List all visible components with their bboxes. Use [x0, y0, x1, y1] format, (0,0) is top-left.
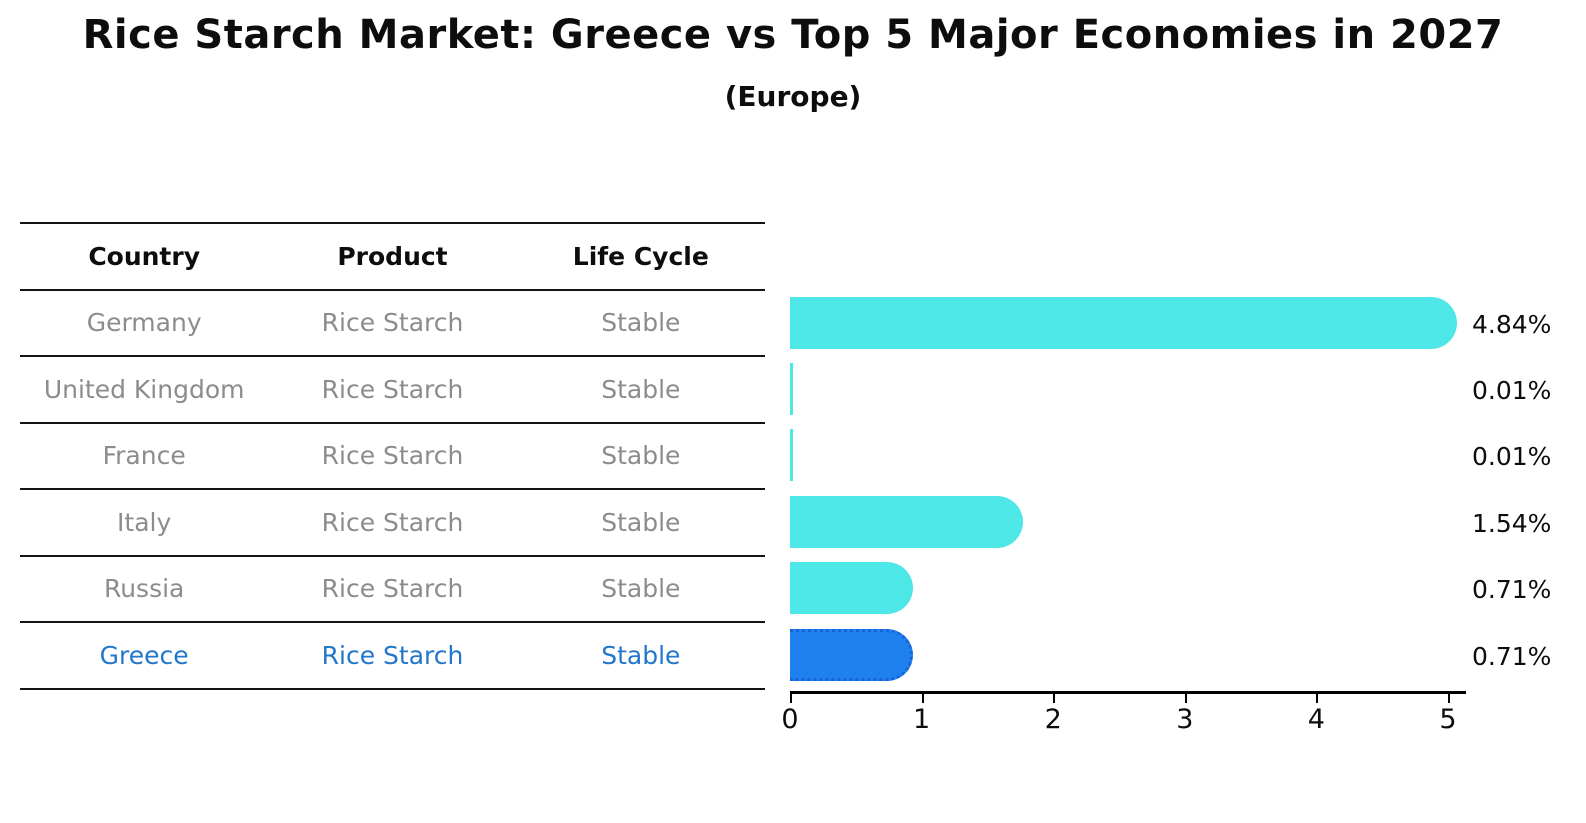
cell-country: Italy	[117, 507, 172, 537]
table-row: Greece Rice Starch Stable	[20, 623, 765, 690]
x-tick	[1448, 694, 1450, 703]
table-row: Italy Rice Starch Stable	[20, 490, 765, 557]
chart-subtitle: (Europe)	[724, 80, 862, 113]
value-label: 0.71%	[1472, 575, 1552, 605]
table-header-row: Country Product Life Cycle	[20, 224, 765, 291]
cell-country: Russia	[103, 574, 185, 604]
x-tick	[1316, 694, 1319, 703]
value-label: 0.71%	[1472, 641, 1552, 671]
table-header-life-cycle: Life Cycle	[572, 241, 709, 271]
x-tick-label: 5	[1439, 704, 1457, 735]
bar-italy	[790, 495, 1023, 548]
bar-france	[790, 429, 793, 482]
x-tick	[1053, 694, 1056, 703]
value-label: 0.01%	[1472, 375, 1552, 405]
chart-title: Rice Starch Market: Greece vs Top 5 Majo…	[82, 12, 1504, 58]
cell-product: Rice Starch	[321, 640, 464, 670]
x-tick	[921, 694, 924, 703]
cell-life-cycle: Stable	[601, 374, 681, 404]
cell-country: France	[102, 441, 186, 471]
cell-country: Germany	[86, 308, 202, 338]
cell-product: Rice Starch	[321, 507, 464, 537]
cell-product: Rice Starch	[321, 374, 464, 404]
x-tick-label: 1	[913, 704, 931, 735]
cell-product: Rice Starch	[321, 574, 464, 604]
cell-life-cycle: Stable	[601, 441, 681, 471]
x-tick-label: 3	[1176, 704, 1194, 735]
cell-country: Greece	[99, 640, 189, 670]
country-table: Country Product Life Cycle Germany Rice …	[20, 222, 765, 690]
value-label: 4.84%	[1472, 309, 1552, 339]
table-row: Russia Rice Starch Stable	[20, 557, 765, 623]
x-tick-label: 4	[1307, 704, 1325, 735]
cell-life-cycle: Stable	[601, 574, 681, 604]
bar-russia	[790, 562, 913, 615]
cell-product: Rice Starch	[321, 308, 464, 338]
value-label: 1.54%	[1472, 508, 1552, 538]
x-tick-label: 2	[1044, 704, 1062, 735]
cell-life-cycle: Stable	[601, 507, 681, 537]
x-tick-label: 0	[781, 704, 799, 735]
table-row: France Rice Starch Stable	[20, 424, 765, 490]
bar-highlight-greece	[790, 628, 913, 681]
cell-life-cycle: Stable	[601, 308, 681, 338]
x-tick	[1184, 694, 1187, 703]
cell-country: United Kingdom	[43, 374, 245, 404]
x-tick	[790, 694, 792, 703]
value-label: 0.01%	[1472, 442, 1552, 472]
table-row: Germany Rice Starch Stable	[20, 291, 765, 357]
cell-product: Rice Starch	[321, 441, 464, 471]
table-header-country: Country	[88, 241, 201, 271]
table-header-product: Product	[337, 241, 448, 271]
x-axis-line	[790, 691, 1466, 694]
bar-united-kingdom	[790, 362, 793, 415]
table-row: United Kingdom Rice Starch Stable	[20, 357, 765, 424]
cell-life-cycle: Stable	[601, 640, 681, 670]
table-body: Germany Rice Starch Stable United Kingdo…	[20, 291, 765, 690]
bar-germany	[790, 296, 1457, 349]
